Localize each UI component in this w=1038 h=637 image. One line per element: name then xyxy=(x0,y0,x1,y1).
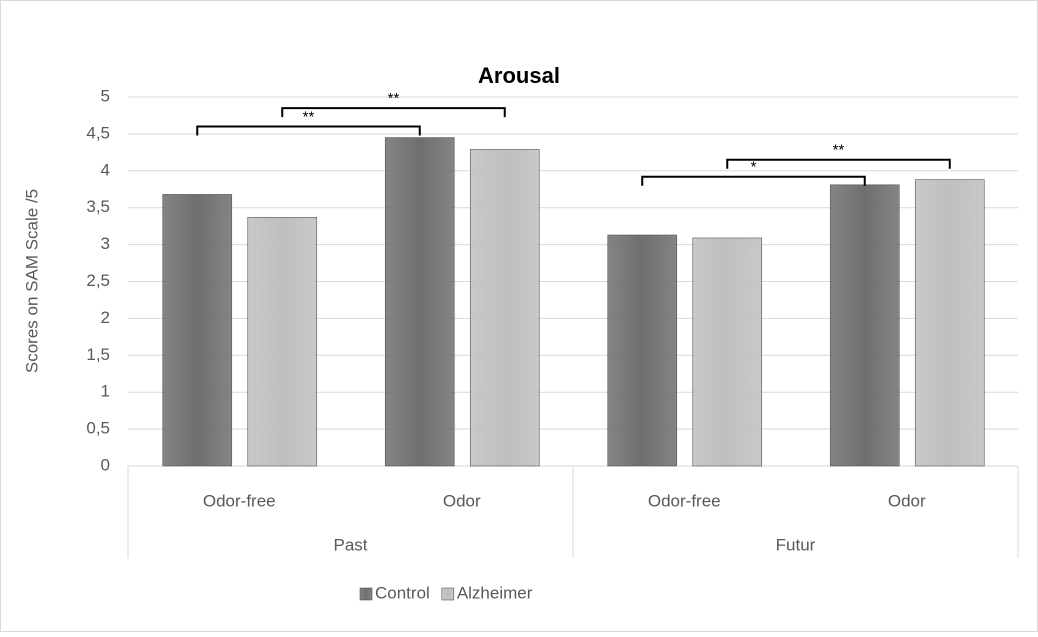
significance-label: ** xyxy=(388,90,400,107)
x-tick-label: Odor-free xyxy=(203,491,276,510)
y-tick-label: 3,5 xyxy=(86,197,110,216)
bar xyxy=(384,137,455,467)
bar xyxy=(692,237,763,467)
legend-label: Alzheimer xyxy=(457,583,533,602)
y-tick-label: 1,5 xyxy=(86,345,110,364)
significance-bracket xyxy=(281,107,506,118)
x-tick-label: Odor-free xyxy=(648,491,721,510)
bar xyxy=(914,179,985,467)
bar xyxy=(607,234,678,467)
group-label: Past xyxy=(333,535,367,554)
legend-swatch xyxy=(359,587,373,601)
legend-swatch xyxy=(441,587,455,601)
bar xyxy=(162,194,233,467)
y-axis-label: Scores on SAM Scale /5 xyxy=(22,189,41,373)
y-tick-label: 3 xyxy=(101,234,110,253)
y-tick-label: 1 xyxy=(101,382,110,401)
x-tick-label: Odor xyxy=(888,491,926,510)
bar xyxy=(247,216,318,467)
legend-label: Control xyxy=(375,583,430,602)
bar xyxy=(469,149,540,467)
bar xyxy=(829,184,900,467)
chart-title: Arousal xyxy=(478,63,560,88)
group-label: Futur xyxy=(776,535,816,554)
significance-bracket xyxy=(726,158,951,169)
y-tick-label: 5 xyxy=(101,86,110,105)
y-tick-label: 0,5 xyxy=(86,419,110,438)
significance-bracket xyxy=(641,175,866,186)
y-tick-label: 4,5 xyxy=(86,123,110,142)
significance-bracket xyxy=(196,125,421,136)
significance-label: * xyxy=(751,159,757,176)
significance-label: ** xyxy=(303,108,315,125)
significance-label: ** xyxy=(833,142,845,159)
y-tick-label: 0 xyxy=(101,455,110,474)
y-tick-label: 2 xyxy=(101,308,110,327)
y-tick-label: 2,5 xyxy=(86,271,110,290)
y-tick-label: 4 xyxy=(101,160,110,179)
x-tick-label: Odor xyxy=(443,491,481,510)
